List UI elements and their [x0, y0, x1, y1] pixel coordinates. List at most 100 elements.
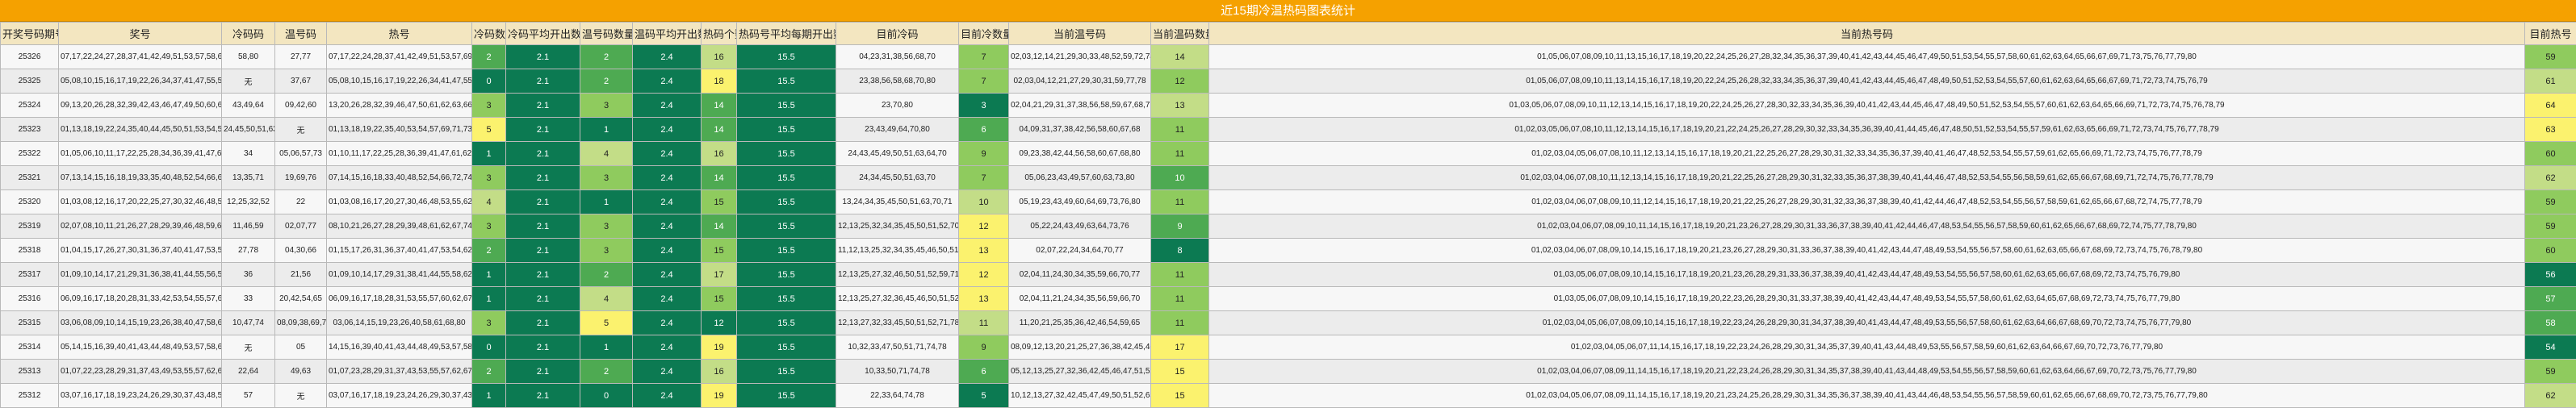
cell-issue: 25318 — [1, 239, 59, 263]
cell-current-cold: 12,13,25,27,32,36,45,46,50,51,52,71,78 — [836, 287, 959, 311]
cell-hot-avg: 15.5 — [737, 166, 836, 190]
cell-current-hot: 01,02,03,05,06,07,08,10,11,12,13,14,15,1… — [1209, 118, 2525, 142]
cell-warm-numbers: 20,42,54,65 — [275, 287, 327, 311]
cell-current-warm-count: 15 — [1151, 384, 1209, 408]
cell-current-hot-count: 59 — [2525, 190, 2576, 214]
cell-current-cold: 12,13,27,32,33,45,50,51,52,71,78 — [836, 311, 959, 335]
cell-current-hot: 01,02,03,04,05,06,07,08,09,11,14,15,16,1… — [1209, 384, 2525, 408]
cell-hot-avg: 15.5 — [737, 311, 836, 335]
cell-issue: 25325 — [1, 69, 59, 94]
cell-cold-count: 4 — [472, 190, 506, 214]
cell-warm-numbers: 19,69,76 — [275, 166, 327, 190]
cell-current-cold: 23,43,49,64,70,80 — [836, 118, 959, 142]
cell-current-hot-count: 54 — [2525, 335, 2576, 360]
cell-warm-numbers: 27,77 — [275, 45, 327, 69]
cell-current-cold-count: 3 — [959, 94, 1009, 118]
cell-current-cold: 23,70,80 — [836, 94, 959, 118]
cell-current-warm-count: 15 — [1151, 360, 1209, 384]
header-current-warm: 当前温号码 — [1009, 23, 1151, 45]
cell-current-hot: 01,03,05,06,07,08,09,10,14,15,16,17,18,1… — [1209, 263, 2525, 287]
cell-hot-count: 16 — [702, 360, 737, 384]
cell-hot-numbers: 01,10,11,17,22,25,28,36,39,41,47,61,62,6… — [327, 142, 472, 166]
header-cold-count: 冷码数 — [472, 23, 506, 45]
cell-cold-numbers: 24,45,50,51,63 — [222, 118, 275, 142]
cell-current-warm-count: 17 — [1151, 335, 1209, 360]
cell-cold-count: 2 — [472, 45, 506, 69]
cell-current-hot: 01,02,03,04,06,07,08,09,11,14,15,16,17,1… — [1209, 360, 2525, 384]
cell-issue: 25322 — [1, 142, 59, 166]
cell-cold-avg: 2.1 — [506, 142, 580, 166]
cell-hot-count: 15 — [702, 287, 737, 311]
cell-hot-numbers: 03,07,16,17,18,19,23,24,26,29,30,37,43,4… — [327, 384, 472, 408]
cell-current-hot: 01,02,03,04,06,07,08,09,10,11,14,15,16,1… — [1209, 214, 2525, 239]
cell-warm-count: 0 — [580, 384, 633, 408]
cell-hot-numbers: 01,15,17,26,31,36,37,40,41,47,53,54,62,7… — [327, 239, 472, 263]
cell-warm-count: 1 — [580, 118, 633, 142]
cell-hot-numbers: 07,17,22,24,28,37,41,42,49,51,53,57,69,7… — [327, 45, 472, 69]
cell-current-warm-count: 11 — [1151, 118, 1209, 142]
header-row: 开奖号码期号 奖号 冷码码 温号码 热号 冷码数 冷码平均开出数 温号码数量 温… — [1, 23, 2576, 45]
cell-hot-avg: 15.5 — [737, 287, 836, 311]
header-warm: 温号码 — [275, 23, 327, 45]
cell-warm-count: 4 — [580, 287, 633, 311]
cell-current-warm-count: 8 — [1151, 239, 1209, 263]
cell-current-hot: 01,02,03,04,06,07,08,09,10,14,15,16,17,1… — [1209, 239, 2525, 263]
cell-current-warm: 09,23,38,42,44,56,58,60,67,68,80 — [1009, 142, 1151, 166]
cell-warm-count: 3 — [580, 239, 633, 263]
header-award: 奖号 — [59, 23, 222, 45]
cell-current-hot-count: 61 — [2525, 69, 2576, 94]
cell-cold-count: 1 — [472, 263, 506, 287]
cell-hot-numbers: 01,09,10,14,17,29,31,38,41,44,55,58,62,6… — [327, 263, 472, 287]
cell-current-cold: 10,32,33,47,50,51,71,74,78 — [836, 335, 959, 360]
cell-cold-avg: 2.1 — [506, 384, 580, 408]
cell-current-cold: 24,43,45,49,50,51,63,64,70 — [836, 142, 959, 166]
cell-current-cold-count: 9 — [959, 335, 1009, 360]
cell-cold-numbers: 11,46,59 — [222, 214, 275, 239]
cell-hot-numbers: 14,15,16,39,40,41,43,44,48,49,53,57,58,6… — [327, 335, 472, 360]
sheet-title: 近15期冷温热码图表统计 — [0, 0, 2576, 22]
cell-current-cold: 23,38,56,58,68,70,80 — [836, 69, 959, 94]
cell-warm-numbers: 04,30,66 — [275, 239, 327, 263]
cell-hot-count: 14 — [702, 166, 737, 190]
cell-cold-count: 3 — [472, 311, 506, 335]
stats-table: 开奖号码期号 奖号 冷码码 温号码 热号 冷码数 冷码平均开出数 温号码数量 温… — [0, 22, 2576, 408]
cell-warm-avg: 2.4 — [633, 287, 702, 311]
header-current-cold: 目前冷码 — [836, 23, 959, 45]
cell-hot-avg: 15.5 — [737, 118, 836, 142]
cell-current-warm-count: 13 — [1151, 94, 1209, 118]
cell-hot-numbers: 01,13,18,19,22,35,40,53,54,57,69,71,73,7… — [327, 118, 472, 142]
cell-warm-count: 2 — [580, 360, 633, 384]
cell-current-hot: 01,02,03,04,06,07,08,09,10,11,12,14,15,1… — [1209, 190, 2525, 214]
cell-current-warm-count: 9 — [1151, 214, 1209, 239]
cell-current-warm-count: 11 — [1151, 311, 1209, 335]
cell-current-cold: 12,13,25,32,34,35,45,50,51,52,70,71 — [836, 214, 959, 239]
cell-award: 05,14,15,16,39,40,41,43,44,48,49,53,57,5… — [59, 335, 222, 360]
cell-hot-count: 16 — [702, 45, 737, 69]
cell-warm-avg: 2.4 — [633, 69, 702, 94]
cell-current-warm-count: 12 — [1151, 69, 1209, 94]
cell-cold-numbers: 33 — [222, 287, 275, 311]
header-current-hot: 当前热号码 — [1209, 23, 2525, 45]
cell-current-warm-count: 10 — [1151, 166, 1209, 190]
cell-hot-count: 14 — [702, 118, 737, 142]
cell-hot-count: 14 — [702, 94, 737, 118]
cell-issue: 25313 — [1, 360, 59, 384]
cell-current-cold-count: 5 — [959, 384, 1009, 408]
cell-issue: 25317 — [1, 263, 59, 287]
cell-award: 01,04,15,17,26,27,30,31,36,37,40,41,47,5… — [59, 239, 222, 263]
cell-hot-avg: 15.5 — [737, 45, 836, 69]
cell-warm-avg: 2.4 — [633, 384, 702, 408]
header-current-warm-count: 当前温码数量 — [1151, 23, 1209, 45]
cell-hot-count: 15 — [702, 190, 737, 214]
cell-warm-avg: 2.4 — [633, 118, 702, 142]
cell-cold-avg: 2.1 — [506, 239, 580, 263]
